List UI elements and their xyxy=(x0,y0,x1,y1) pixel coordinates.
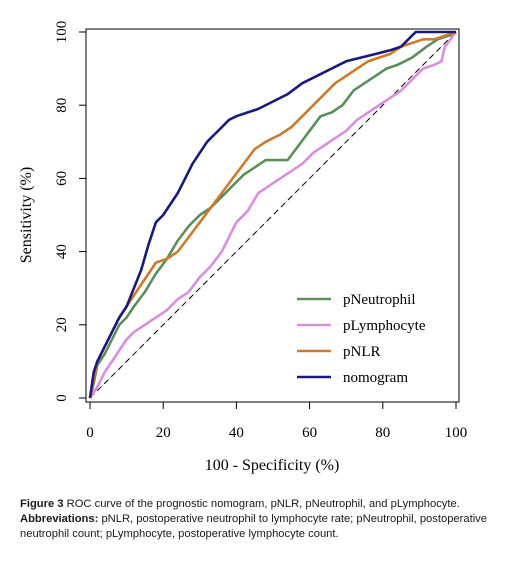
abbreviations-label: Abbreviations: xyxy=(20,513,99,525)
legend: pNeutrophil pLymphocyte pNLR nomogram xyxy=(297,292,426,386)
legend-label: pNeutrophil xyxy=(343,292,416,308)
y-tick-label: 80 xyxy=(54,98,70,113)
caption-abbreviations-line: Abbreviations: pNLR, postoperative neutr… xyxy=(20,512,490,542)
y-tick-label: 100 xyxy=(54,21,70,44)
x-axis-title: 100 - Specificity (%) xyxy=(205,457,340,474)
reference-diagonal xyxy=(89,31,457,399)
figure-label: Figure 3 xyxy=(20,498,64,510)
abbreviations-text: pNLR, postoperative neutrophil to lympho… xyxy=(20,513,488,540)
series-line-plymphocyte xyxy=(88,31,458,399)
x-tick-label: 20 xyxy=(156,425,171,441)
y-axis: 0 20 40 60 80 100 xyxy=(54,21,86,402)
y-tick-label: 0 xyxy=(54,394,70,402)
legend-label: pNLR xyxy=(343,344,381,360)
y-tick-label: 40 xyxy=(54,244,70,259)
x-tick-label: 100 xyxy=(445,425,468,441)
figure-text: ROC curve of the prognostic nomogram, pN… xyxy=(66,498,460,510)
series-layer xyxy=(88,30,458,399)
y-tick-label: 60 xyxy=(54,171,70,186)
roc-chart: 0 20 40 60 80 100 0 20 40 60 80 100 100 - Specific… xyxy=(18,21,467,474)
x-tick-label: 40 xyxy=(229,425,244,441)
x-tick-label: 60 xyxy=(302,425,317,441)
caption-figure-line: Figure 3 ROC curve of the prognostic nom… xyxy=(20,497,490,512)
x-tick-label: 0 xyxy=(86,425,94,441)
x-tick-label: 80 xyxy=(375,425,390,441)
y-tick-label: 20 xyxy=(54,317,70,332)
series-line-nomogram xyxy=(88,30,456,399)
legend-label: nomogram xyxy=(343,370,408,386)
plot-frame xyxy=(85,28,460,403)
series-line-pneutrophil xyxy=(88,30,457,399)
x-axis: 0 20 40 60 80 100 xyxy=(86,402,467,441)
y-axis-title: Sensitivity (%) xyxy=(18,167,35,263)
figure-caption: Figure 3 ROC curve of the prognostic nom… xyxy=(20,497,490,542)
legend-label: pLymphocyte xyxy=(343,318,426,334)
